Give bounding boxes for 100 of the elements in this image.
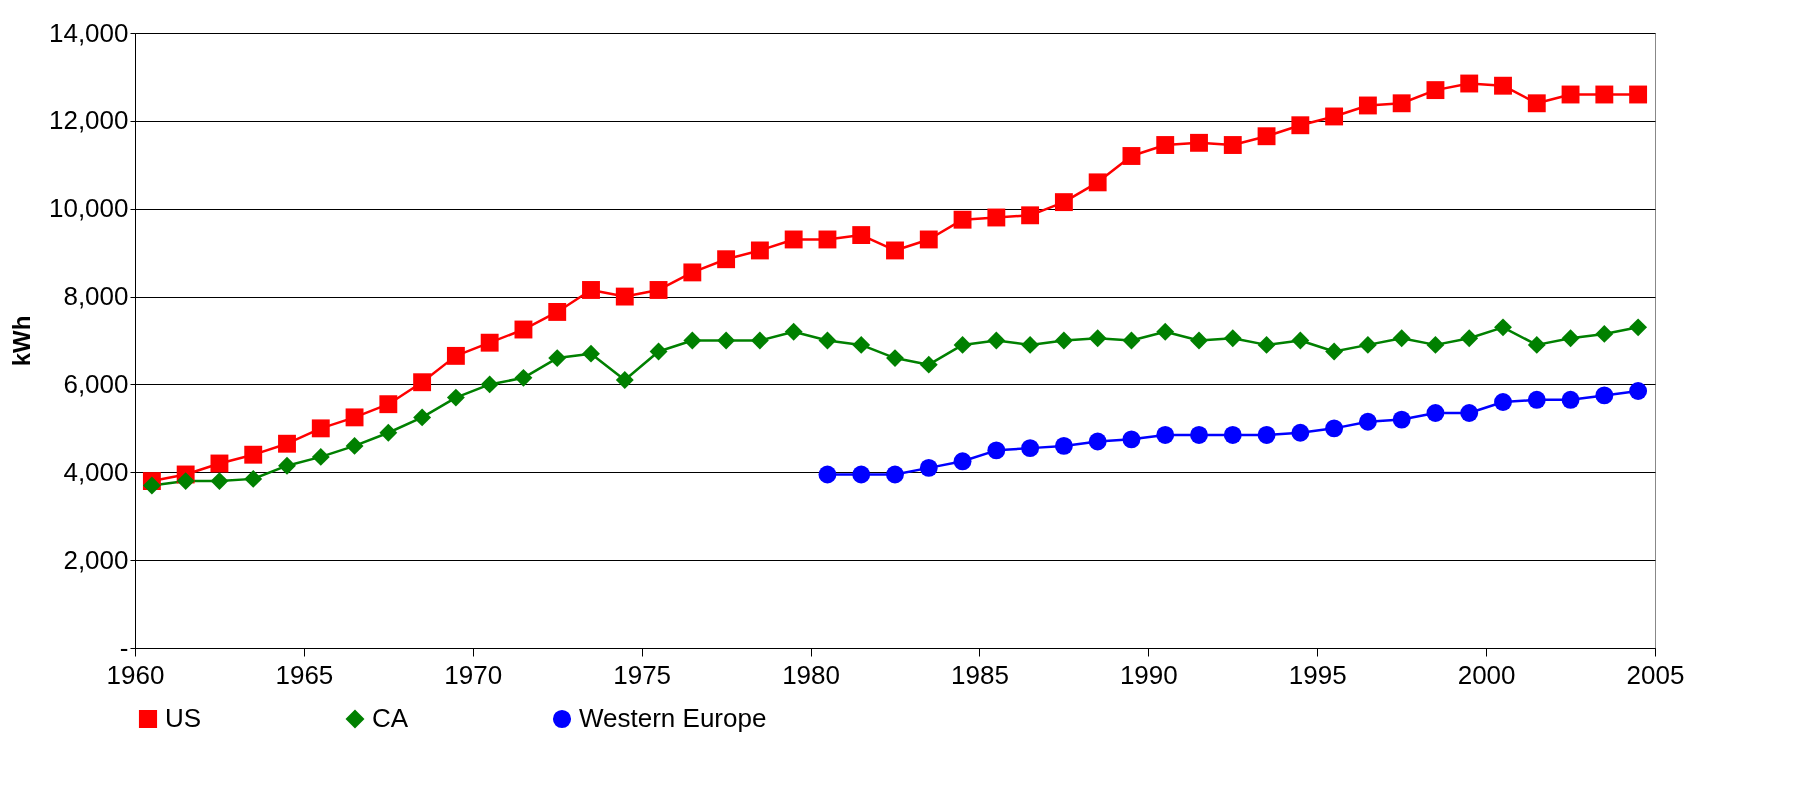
y-tick-label: 2,000 (63, 544, 129, 575)
point (784, 322, 803, 341)
point (480, 333, 499, 352)
point (852, 465, 871, 484)
point (1122, 430, 1141, 449)
point (1223, 329, 1242, 348)
point (1257, 127, 1276, 146)
point (615, 371, 634, 389)
point (1629, 382, 1648, 400)
point (953, 210, 972, 229)
point (717, 331, 736, 350)
point (750, 331, 769, 350)
point (514, 368, 533, 387)
point (1156, 426, 1175, 444)
point (210, 472, 229, 491)
point (1088, 173, 1107, 192)
point (886, 465, 904, 484)
y-tick-label: 14,000 (48, 17, 129, 48)
point (446, 388, 465, 407)
point (1325, 107, 1344, 126)
x-tick-label: 1980 (782, 659, 840, 690)
point (1426, 404, 1445, 422)
point (480, 375, 499, 394)
point (278, 434, 296, 453)
point (1629, 318, 1648, 337)
point (1527, 94, 1546, 113)
point (615, 287, 634, 306)
point (717, 250, 736, 269)
point (1561, 329, 1580, 348)
x-tick-label: 2005 (1626, 659, 1685, 690)
point (1494, 76, 1512, 95)
point (1358, 412, 1377, 431)
point (683, 331, 702, 350)
y-tick-label: 6,000 (63, 368, 129, 399)
point (1426, 335, 1445, 354)
x-tick-label: 2000 (1457, 659, 1516, 690)
point (919, 355, 938, 374)
point (1291, 331, 1310, 350)
point (953, 452, 972, 471)
point (987, 331, 1006, 350)
point (1527, 335, 1546, 354)
point (1291, 423, 1310, 442)
point (818, 465, 837, 484)
point (278, 456, 296, 475)
point (1257, 426, 1276, 444)
point (244, 445, 263, 464)
point (514, 320, 533, 339)
point (1021, 335, 1040, 354)
point (784, 230, 803, 249)
point (1460, 404, 1479, 422)
point (886, 349, 904, 368)
point (1088, 329, 1107, 348)
point (953, 335, 972, 354)
point (1088, 432, 1107, 451)
point (548, 349, 567, 368)
point (1358, 335, 1377, 354)
point (1561, 390, 1580, 409)
point (1325, 419, 1344, 438)
y-tick-label: 10,000 (48, 193, 129, 224)
x-tick-label: 1965 (275, 659, 334, 690)
point (683, 263, 702, 282)
point (750, 241, 769, 260)
point (1460, 329, 1479, 348)
point (1527, 390, 1546, 409)
point (1595, 85, 1614, 104)
point (852, 335, 871, 354)
point (1494, 318, 1512, 337)
point (1054, 331, 1073, 350)
point (919, 458, 938, 477)
point (1392, 94, 1411, 113)
point (1325, 342, 1344, 361)
y-tick-label: 8,000 (63, 281, 129, 312)
point (1156, 322, 1175, 341)
point (818, 331, 837, 350)
point (1190, 133, 1208, 152)
point (649, 342, 668, 361)
point (210, 454, 229, 473)
point (1190, 331, 1208, 350)
point (1629, 85, 1648, 104)
point (1156, 136, 1175, 154)
point (987, 441, 1006, 460)
point (1190, 426, 1208, 444)
point (1122, 147, 1141, 165)
point (1054, 437, 1073, 455)
x-tick-label: 1975 (613, 659, 672, 690)
point (1291, 116, 1310, 135)
point (345, 436, 364, 455)
point (311, 447, 330, 466)
point (413, 408, 432, 427)
point (852, 226, 871, 245)
x-tick-label: 1995 (1288, 659, 1347, 690)
point (311, 419, 330, 438)
x-tick-label: 1985 (951, 659, 1009, 690)
legend-label: US (165, 703, 202, 733)
legend-label: CA (372, 703, 409, 733)
point (1392, 410, 1411, 429)
point (379, 395, 398, 414)
point (244, 469, 263, 488)
y-tick-label: 12,000 (48, 105, 129, 136)
x-tick-label: 1970 (444, 659, 503, 690)
